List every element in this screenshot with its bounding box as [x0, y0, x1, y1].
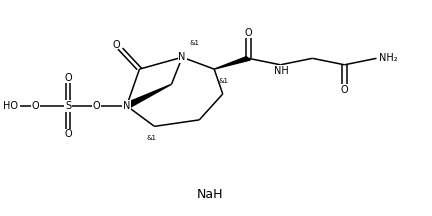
Polygon shape: [124, 84, 172, 108]
Text: &1: &1: [219, 78, 229, 84]
Text: O: O: [64, 129, 72, 139]
Text: &1: &1: [189, 40, 199, 46]
Text: S: S: [65, 101, 71, 111]
Text: NH: NH: [274, 66, 289, 76]
Text: O: O: [32, 101, 39, 111]
Text: O: O: [93, 101, 101, 111]
Text: N: N: [123, 101, 130, 111]
Text: &1: &1: [146, 135, 156, 141]
Text: O: O: [112, 40, 120, 50]
Text: O: O: [245, 29, 252, 38]
Text: HO: HO: [3, 101, 18, 111]
Text: N: N: [178, 52, 186, 62]
Text: NaH: NaH: [197, 188, 223, 201]
Polygon shape: [214, 57, 251, 69]
Text: O: O: [64, 73, 72, 83]
Text: O: O: [341, 85, 348, 95]
Text: NH₂: NH₂: [378, 53, 397, 63]
